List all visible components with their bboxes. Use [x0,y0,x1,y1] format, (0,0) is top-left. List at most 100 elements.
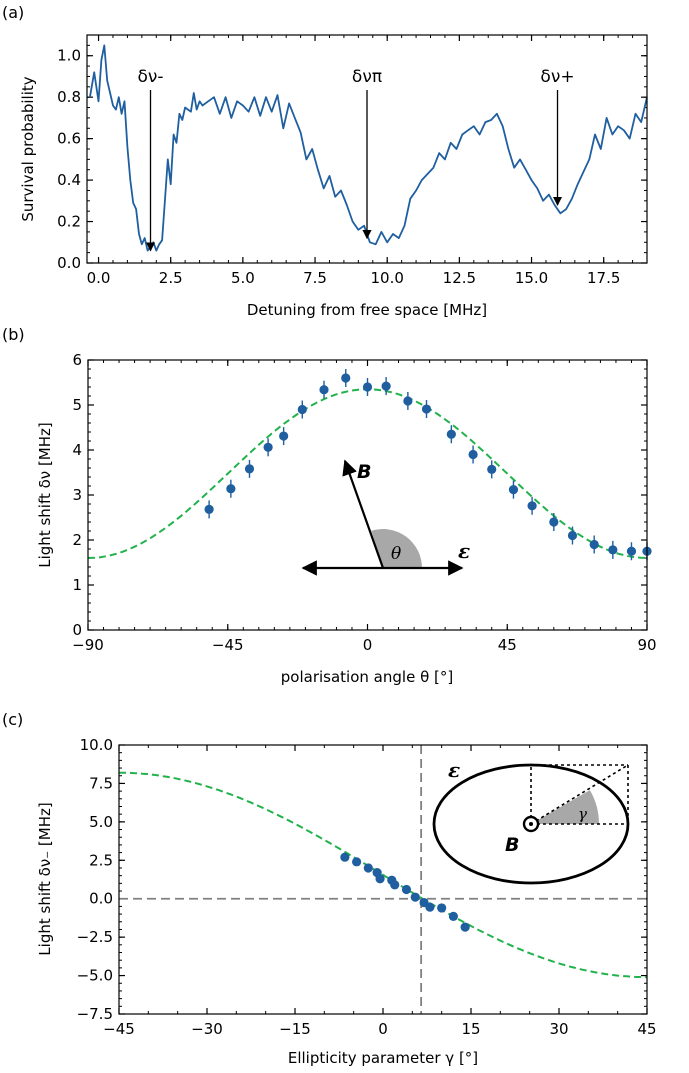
panel-c-xtick-label: −15 [279,1020,311,1038]
data-point [549,517,559,527]
panel-b-xtick-label: −45 [212,636,244,654]
data-point [263,442,273,452]
data-point [244,464,255,474]
gamma-angle-wedge [531,790,599,824]
panel-c-xtick-label: 15 [461,1020,480,1038]
panel-a-xtick-label: 17.5 [587,269,620,287]
panel-b-ytick-label: 3 [72,486,82,504]
panel-b-inset-diagram: B ε θ [301,459,470,576]
data-point [626,546,637,556]
panel-a-xtick-label: 5.0 [231,269,255,287]
data-point [341,373,351,383]
panel-c-xtick-label: 30 [549,1020,568,1038]
c-epsilon-label: ε [448,758,460,782]
panel-a-xtick-label: 7.5 [303,269,327,287]
panel-c-ytick-label: −5.0 [77,967,113,985]
panel-c-fit-curve [119,771,647,979]
panel-b-xtick-label: −90 [72,636,104,654]
panel-b-frame [87,359,648,631]
panel-c-xtick-label: −45 [103,1020,135,1038]
panel-c-label: (c) [2,710,23,729]
panel-a-annotations: δν-δνπ δν+ [137,67,575,252]
panel-b-xtick-label: 45 [498,636,517,654]
panel-c-xtick-label: 0 [378,1020,388,1038]
panel-a-xtick-label: 0.0 [87,269,111,287]
panel-c: (c) −45 −30 −15 0 15 30 45 −7.5 −5.0 −2.5 0.0 2.5 5.… [2,710,657,1067]
data-point [375,874,385,884]
panel-b-points [204,369,652,561]
panel-b-label: (b) [2,325,25,344]
panel-a-xtick-label: 12.5 [443,269,476,287]
data-point [381,381,391,391]
panel-c-xtick-label: 45 [637,1020,656,1038]
data-point [425,902,435,912]
panel-c-points [340,852,470,932]
gamma-label: γ [578,805,587,823]
data-point [352,857,362,867]
data-point [448,911,458,921]
annotation-label: δν+ [540,67,574,87]
panel-c-ytick-label: 10.0 [80,736,113,754]
data-point [226,484,236,494]
panel-b-xlabel: polarisation angle θ [°] [281,668,453,686]
panel-a-frame [86,34,648,264]
panel-c-xtick-label: −30 [191,1020,223,1038]
data-point [401,884,412,895]
data-point [340,852,350,862]
data-point [319,385,329,395]
data-point [362,382,373,392]
panel-a-xtick-label: 10.0 [371,269,404,287]
panel-a-ylabel: Survival probability [19,76,37,221]
data-point [437,903,447,913]
data-point [204,504,214,514]
epsilon-vector-label: ε [458,539,470,563]
b-vector-label: B [357,461,371,483]
panel-b-ytick-label: 6 [72,351,82,369]
data-point [589,539,599,550]
panel-c-ytick-label: 2.5 [89,851,113,869]
panel-a-ytick-label: 0.0 [57,254,81,272]
panel-b-ylabel: Light shift δν [MHz] [36,422,54,567]
panel-a-xtick-label: 2.5 [159,269,183,287]
theta-label: θ [391,544,401,564]
b-vector-arrow [342,459,385,569]
panel-b-ytick-label: 4 [72,441,82,459]
panel-a-ytick-label: 1.0 [57,47,81,65]
panel-c-ytick-label: 7.5 [89,774,113,792]
data-point [460,922,470,932]
data-point [508,485,519,495]
data-point [468,449,478,460]
panel-c-inset-diagram: B ε γ [432,758,630,885]
panel-c-ylabel: Light shift δν₋ [MHz] [36,802,54,955]
panel-b-ytick-label: 1 [72,576,82,594]
panel-c-xlabel: Ellipticity parameter γ [°] [288,1049,478,1067]
data-point [390,880,400,890]
diagonal-dotted [530,764,629,825]
panel-a-ytick-label: 0.8 [57,88,81,106]
data-point [421,404,432,414]
panel-c-ytick-label: 5.0 [89,813,113,831]
panel-b-ytick-label: 0 [72,621,82,639]
panel-c-ytick-label: −2.5 [77,928,113,946]
data-point [403,396,413,406]
data-point [567,530,578,541]
panel-b-ytick-label: 2 [72,531,82,549]
panel-a-ytick-label: 0.6 [57,130,81,148]
panel-c-ticks: −45 −30 −15 0 15 30 45 −7.5 −5.0 −2.5 0.0 2.5 5.0 7.5… [77,736,657,1038]
panel-b-xtick-label: 90 [637,636,656,654]
panel-a-xtick-label: 15.0 [515,269,548,287]
c-b-label: B [505,834,519,856]
panel-a-ytick-label: 0.4 [57,171,81,189]
panel-b-xtick-label: 0 [363,636,373,654]
data-point [279,431,289,441]
data-point [363,863,373,873]
panel-a-xlabel: Detuning from free space [MHz] [247,301,487,319]
data-point [608,545,618,555]
panel-a: (a) 0.0 2.5 5.0 7.5 10.0 12.5 15.0 17.50.00.20.… [2,3,648,319]
data-point [527,501,537,511]
data-point [446,429,456,439]
panel-c-ytick-label: 0.0 [89,890,113,908]
panel-a-ytick-label: 0.2 [57,213,81,231]
